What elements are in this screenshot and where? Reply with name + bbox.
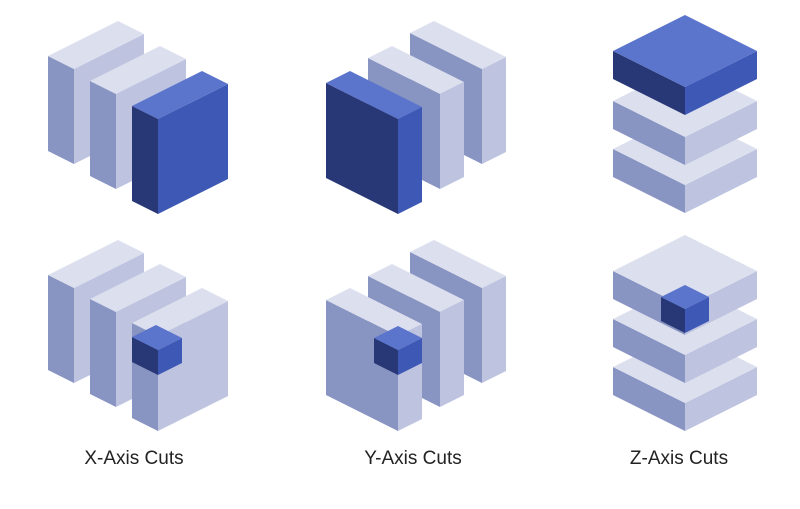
x-top-slab-middle-top-face xyxy=(90,46,186,94)
y-top-slab-middle-right-face xyxy=(440,82,464,189)
x-bottom-slab-back-left-face xyxy=(48,275,74,383)
y-top-slab-back-top-face xyxy=(410,21,506,69)
z-top-layer-bottom-left-face xyxy=(613,149,685,213)
x-top-slab-back-left-face xyxy=(48,56,74,164)
y-bottom-slab-front-top-face xyxy=(326,288,422,336)
z-top-layer-top-highlighted xyxy=(613,15,757,115)
x-bottom-highlighted-cube-top-face xyxy=(132,325,182,350)
x-top-slab-front-highlighted-left-face xyxy=(132,106,158,214)
z-top-layer-top-highlighted-left-face xyxy=(613,51,685,115)
y-top-slab-back-right-face xyxy=(482,57,506,164)
y-bottom-slab-front-left-face xyxy=(326,300,398,431)
y-top-slab-front-highlighted-right-face xyxy=(398,107,422,214)
z-top-layer-middle-left-face xyxy=(613,101,685,165)
x-axis-cuts-top xyxy=(48,21,228,214)
x-top-slab-front-highlighted-top-face xyxy=(132,71,228,119)
x-bottom-highlighted-cube-right-face xyxy=(158,338,182,375)
y-bottom-highlighted-cube-right-face xyxy=(398,338,422,375)
z-bottom-layer-top-top-face xyxy=(613,235,757,307)
y-bottom-highlighted-cube xyxy=(374,326,422,375)
x-bottom-highlighted-cube-left-face xyxy=(132,337,158,375)
z-top-layer-bottom-right-face xyxy=(685,149,757,213)
x-bottom-highlighted-cube xyxy=(132,325,182,375)
y-bottom-slab-middle-top-face xyxy=(368,264,464,312)
y-bottom-slab-back-right-face xyxy=(482,276,506,383)
x-axis-cuts-bottom xyxy=(48,240,228,431)
z-axis-cuts-top xyxy=(613,15,757,213)
x-top-slab-front-highlighted xyxy=(132,71,228,214)
y-top-slab-front-highlighted-top-face xyxy=(326,71,422,119)
y-axis-cuts-caption: Y-Axis Cuts xyxy=(364,448,462,469)
z-top-layer-top-highlighted-right-face xyxy=(685,51,757,115)
y-bottom-highlighted-cube-left-face xyxy=(374,338,398,375)
x-bottom-slab-front xyxy=(132,288,228,431)
x-top-slab-front-highlighted-right-face xyxy=(158,84,228,214)
z-bottom-layer-middle-right-face xyxy=(685,319,757,383)
y-bottom-highlighted-cube-top-face xyxy=(374,326,422,350)
z-bottom-highlighted-cube xyxy=(661,285,709,333)
x-bottom-slab-front-top-face xyxy=(132,288,228,336)
z-top-layer-top-highlighted-top-face xyxy=(613,15,757,87)
z-bottom-layer-middle-left-face xyxy=(613,319,685,383)
x-bottom-slab-middle-left-face xyxy=(90,299,116,407)
z-bottom-layer-bottom-right-face xyxy=(685,367,757,431)
x-bottom-slab-middle-top-face xyxy=(90,264,186,312)
y-axis-cuts-bottom xyxy=(326,240,506,431)
y-bottom-slab-middle-right-face xyxy=(440,300,464,407)
x-bottom-slab-back-top-face xyxy=(48,240,144,288)
z-axis-cuts-bottom xyxy=(613,235,757,431)
z-bottom-highlighted-cube-top-face xyxy=(661,285,709,309)
z-axis-cuts-caption: Z-Axis Cuts xyxy=(629,448,729,469)
x-top-slab-middle-left-face xyxy=(90,81,116,189)
x-axis-cuts-caption: X-Axis Cuts xyxy=(84,448,184,469)
z-top-layer-middle-right-face xyxy=(685,101,757,165)
y-top-slab-front-highlighted-left-face xyxy=(326,83,398,214)
x-bottom-slab-front-right-face xyxy=(158,301,228,431)
y-axis-cuts-top xyxy=(326,21,506,214)
z-bottom-layer-bottom-left-face xyxy=(613,367,685,431)
y-top-slab-middle-top-face xyxy=(368,46,464,94)
y-top-slab-front-highlighted xyxy=(326,71,422,214)
x-top-slab-back-top-face xyxy=(48,21,144,69)
y-bottom-slab-back-top-face xyxy=(410,240,506,288)
